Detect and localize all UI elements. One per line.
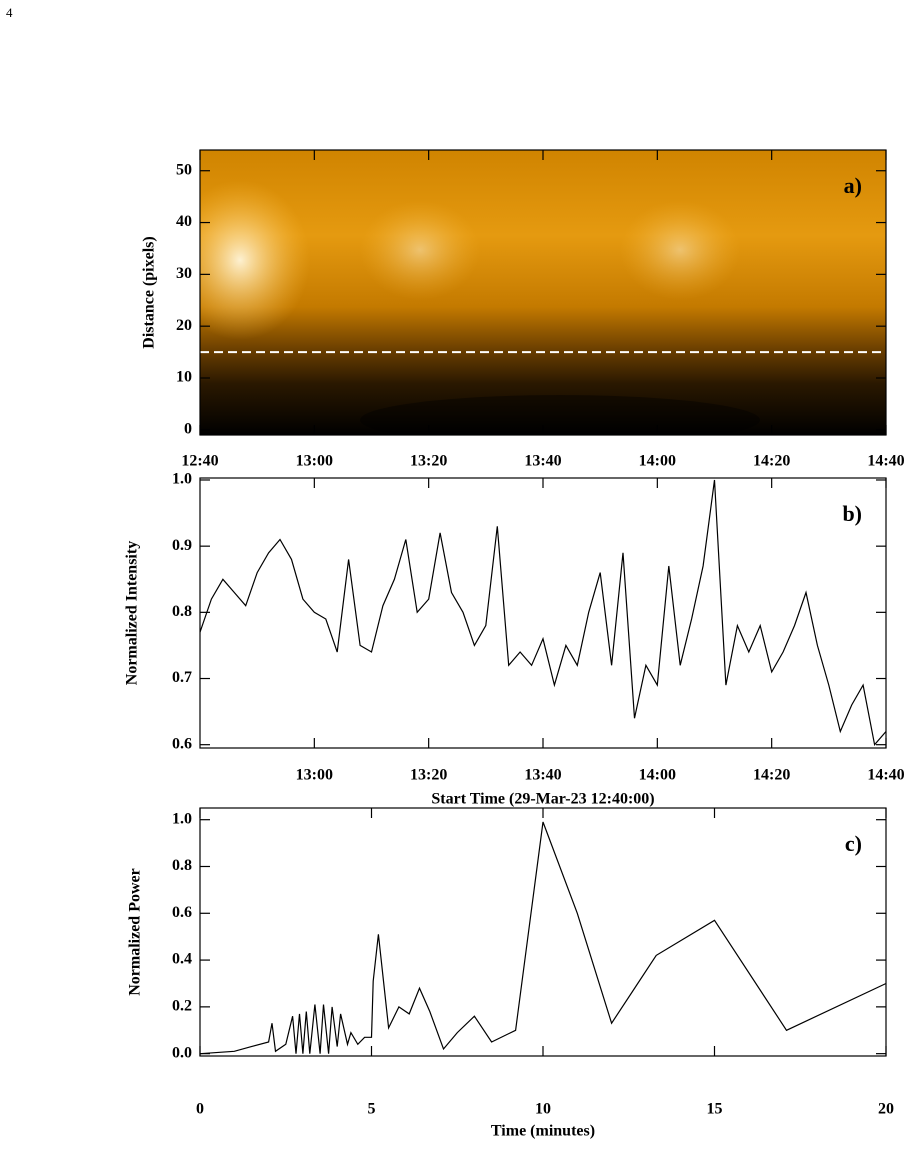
x-tick-label: 13:40: [524, 453, 561, 470]
panel-label: c): [845, 831, 862, 856]
x-tick-label: 13:20: [410, 767, 447, 784]
y-tick-label: 50: [176, 161, 192, 178]
y-tick-label: 10: [176, 369, 192, 386]
y-tick-label: 0.2: [172, 998, 192, 1015]
x-tick-label: 10: [535, 1101, 551, 1118]
y-tick-label: 0.7: [172, 669, 192, 686]
heatmap-image: [200, 150, 886, 435]
x-tick-label: 14:00: [639, 767, 676, 784]
x-tick-label: 14:20: [753, 453, 790, 470]
y-axis-label: Distance (pixels): [141, 236, 158, 348]
y-tick-label: 0.9: [172, 537, 192, 554]
x-tick-label: 14:20: [753, 767, 790, 784]
x-tick-label: 20: [878, 1101, 894, 1118]
panel-label: a): [844, 173, 862, 198]
x-axis-label: Start Time (29-Mar-23 12:40:00): [431, 791, 654, 808]
x-tick-label: 12:40: [181, 453, 218, 470]
x-tick-label: 13:40: [524, 767, 561, 784]
y-tick-label: 1.0: [172, 471, 192, 488]
y-tick-label: 1.0: [172, 810, 192, 827]
y-tick-label: 0.4: [172, 951, 192, 968]
data-line: [199, 479, 887, 747]
y-tick-label: 0.8: [172, 857, 192, 874]
panel-label: b): [842, 501, 862, 526]
x-tick-label: 13:00: [296, 453, 333, 470]
x-tick-label: 14:40: [867, 453, 904, 470]
y-tick-label: 0.8: [172, 603, 192, 620]
data-line: [199, 821, 887, 1055]
plot-frame: [199, 477, 887, 749]
plot-frame: [199, 807, 887, 1057]
y-axis-label: Normalized Intensity: [124, 541, 141, 685]
y-tick-label: 30: [176, 265, 192, 282]
x-tick-label: 14:00: [639, 453, 676, 470]
y-tick-label: 0.6: [172, 735, 192, 752]
y-tick-label: 20: [176, 317, 192, 334]
x-tick-label: 0: [196, 1101, 204, 1118]
y-tick-label: 0: [184, 420, 192, 437]
x-tick-label: 13:20: [410, 453, 447, 470]
y-tick-label: 40: [176, 213, 192, 230]
x-axis-label: Time (minutes): [491, 1123, 595, 1140]
x-tick-label: 13:00: [296, 767, 333, 784]
y-tick-label: 0.0: [172, 1044, 192, 1061]
x-tick-label: 14:40: [867, 767, 904, 784]
y-axis-label: Normalized Power: [127, 868, 144, 996]
y-tick-label: 0.6: [172, 904, 192, 921]
x-tick-label: 15: [707, 1101, 723, 1118]
page-number: 4: [6, 5, 13, 20]
x-tick-label: 5: [368, 1101, 376, 1118]
